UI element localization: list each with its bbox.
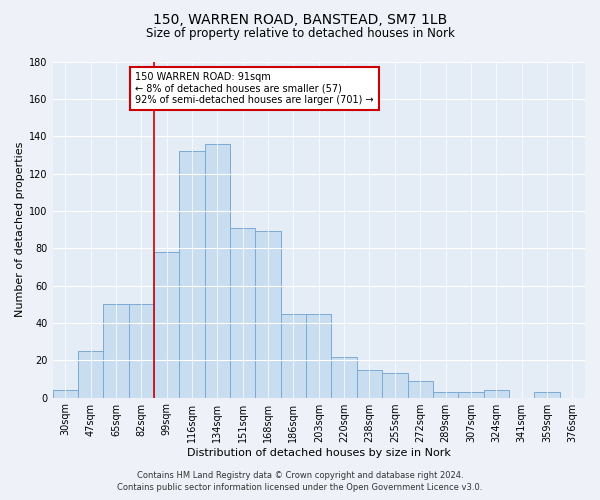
Bar	[53, 390, 78, 398]
Bar	[433, 392, 458, 398]
Text: Contains HM Land Registry data © Crown copyright and database right 2024.
Contai: Contains HM Land Registry data © Crown c…	[118, 471, 482, 492]
Bar	[357, 370, 382, 398]
Bar	[484, 390, 509, 398]
Bar	[154, 252, 179, 398]
Bar	[205, 144, 230, 398]
Text: 150 WARREN ROAD: 91sqm
← 8% of detached houses are smaller (57)
92% of semi-deta: 150 WARREN ROAD: 91sqm ← 8% of detached …	[135, 72, 374, 105]
Y-axis label: Number of detached properties: Number of detached properties	[15, 142, 25, 317]
Bar	[407, 381, 433, 398]
Bar	[103, 304, 128, 398]
Bar	[230, 228, 256, 398]
Bar	[331, 356, 357, 398]
Bar	[78, 351, 103, 398]
Bar	[128, 304, 154, 398]
X-axis label: Distribution of detached houses by size in Nork: Distribution of detached houses by size …	[187, 448, 451, 458]
Bar	[534, 392, 560, 398]
Bar	[382, 374, 407, 398]
Bar	[458, 392, 484, 398]
Bar	[306, 314, 331, 398]
Text: 150, WARREN ROAD, BANSTEAD, SM7 1LB: 150, WARREN ROAD, BANSTEAD, SM7 1LB	[153, 12, 447, 26]
Bar	[256, 232, 281, 398]
Text: Size of property relative to detached houses in Nork: Size of property relative to detached ho…	[146, 28, 454, 40]
Bar	[179, 151, 205, 398]
Bar	[281, 314, 306, 398]
